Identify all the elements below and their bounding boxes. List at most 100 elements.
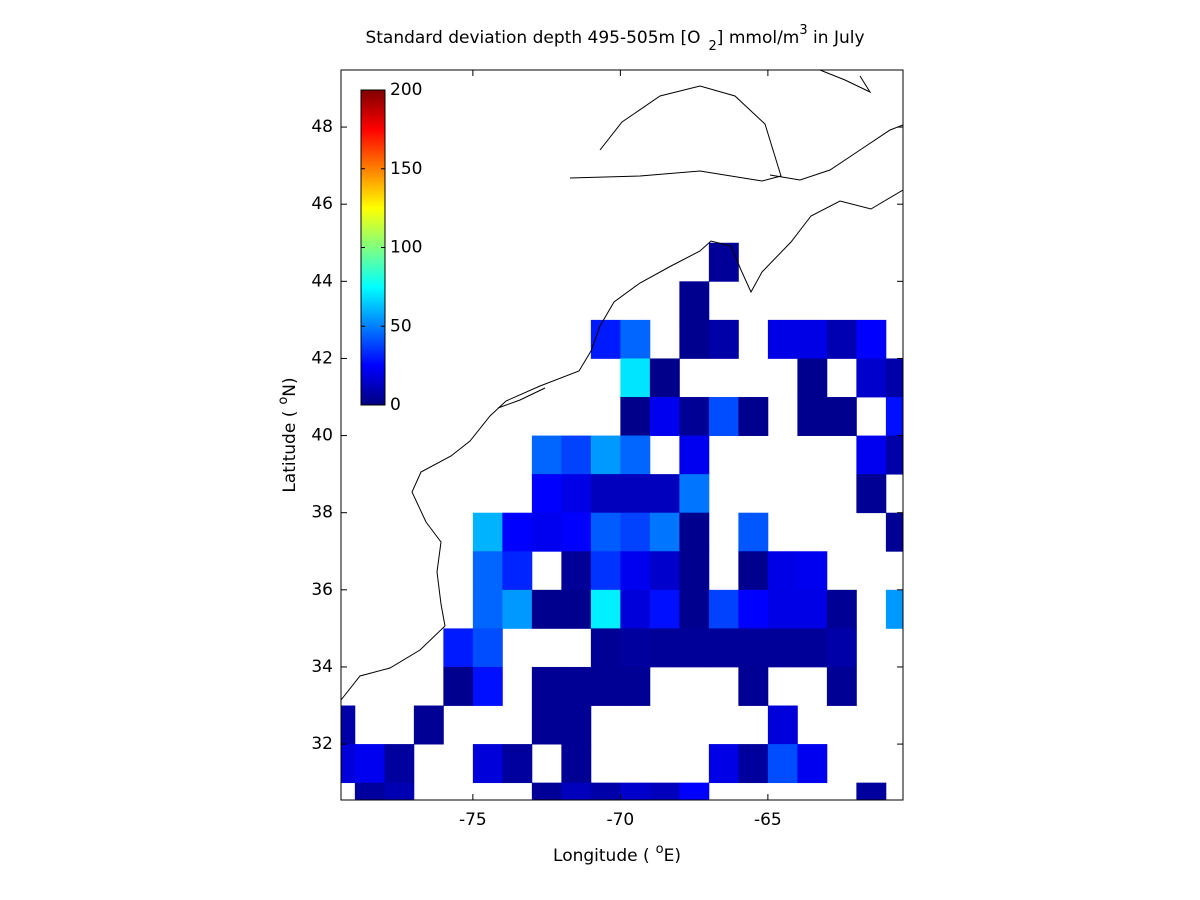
cell — [738, 666, 769, 706]
cell — [679, 474, 710, 514]
cell — [384, 744, 415, 784]
cell — [767, 628, 798, 668]
x-axis-label: Longitude (oE) — [553, 842, 681, 867]
coast — [769, 124, 903, 181]
cell — [620, 435, 651, 475]
cell — [885, 435, 903, 475]
cell — [590, 435, 621, 475]
y-tick-label: 32 — [311, 734, 333, 754]
y-tick-label: 42 — [311, 348, 333, 368]
cell — [679, 782, 710, 800]
x-tick-label: -70 — [606, 810, 634, 830]
cell — [885, 358, 903, 398]
cell — [708, 744, 739, 784]
cell — [826, 666, 857, 706]
colorbar-tick-label: 200 — [390, 80, 422, 100]
cell — [561, 744, 592, 784]
coast — [341, 189, 903, 701]
cell — [826, 589, 857, 629]
cell — [738, 551, 769, 591]
cell — [590, 666, 621, 706]
axes-frame — [340, 69, 904, 801]
cell — [738, 512, 769, 552]
cell — [679, 551, 710, 591]
title-part: ] mmol/m — [717, 28, 800, 48]
y-tick-label: 48 — [311, 117, 333, 137]
y-tick-label: 46 — [311, 194, 333, 214]
cell — [797, 397, 828, 436]
cell — [620, 551, 651, 591]
cell — [531, 474, 562, 514]
title-superscript: 3 — [799, 23, 807, 38]
cell — [649, 628, 680, 668]
cell — [620, 397, 651, 436]
cell — [856, 474, 887, 514]
cell — [502, 589, 533, 629]
label-part: Longitude ( — [553, 846, 650, 866]
cell — [472, 744, 503, 784]
cell — [472, 512, 503, 552]
cell — [561, 589, 592, 629]
cell — [354, 782, 385, 800]
cell — [531, 782, 562, 800]
cell — [679, 397, 710, 436]
y-tick-label: 44 — [311, 271, 333, 291]
coast — [497, 387, 546, 409]
cell — [708, 319, 739, 359]
colorbar-tick-label: 50 — [390, 316, 412, 336]
cell — [767, 551, 798, 591]
cell — [649, 551, 680, 591]
cell — [856, 358, 887, 398]
cell — [620, 512, 651, 552]
cell — [561, 512, 592, 552]
cell — [679, 512, 710, 552]
cell — [341, 705, 356, 745]
cell — [649, 397, 680, 436]
cell — [472, 628, 503, 668]
cell — [561, 435, 592, 475]
title-part: Standard deviation depth 495-505m [O — [365, 28, 700, 48]
x-tick-label: -75 — [459, 810, 487, 830]
cell — [767, 744, 798, 784]
cell — [826, 319, 857, 359]
cell — [590, 319, 621, 359]
cell — [738, 744, 769, 784]
y-tick-label: 36 — [311, 580, 333, 600]
cell — [620, 782, 651, 800]
cell — [590, 512, 621, 552]
cell — [797, 551, 828, 591]
label-part: Latitude ( — [280, 411, 300, 493]
cell — [531, 512, 562, 552]
cell — [679, 319, 710, 359]
cell — [649, 474, 680, 514]
cell — [738, 589, 769, 629]
coastline — [341, 70, 903, 701]
cell — [797, 628, 828, 668]
cell — [561, 705, 592, 745]
cell — [679, 281, 710, 321]
cell — [620, 628, 651, 668]
cell — [384, 782, 415, 800]
coast — [819, 70, 872, 94]
cell — [590, 589, 621, 629]
cell — [341, 744, 356, 784]
cell — [797, 319, 828, 359]
cell — [620, 589, 651, 629]
cell — [590, 628, 621, 668]
cell — [620, 666, 651, 706]
label-superscript: o — [276, 397, 291, 405]
cell — [797, 744, 828, 784]
label-superscript: o — [656, 842, 664, 857]
cell — [767, 705, 798, 745]
cell — [472, 666, 503, 706]
title-part: in July — [808, 28, 865, 48]
cell — [738, 628, 769, 668]
colorbar-tick-label: 100 — [390, 238, 422, 258]
cell — [531, 666, 562, 706]
cell — [885, 589, 903, 629]
y-tick-label: 40 — [311, 426, 333, 446]
cell — [649, 358, 680, 398]
cell — [708, 589, 739, 629]
label-part: N) — [280, 377, 300, 396]
